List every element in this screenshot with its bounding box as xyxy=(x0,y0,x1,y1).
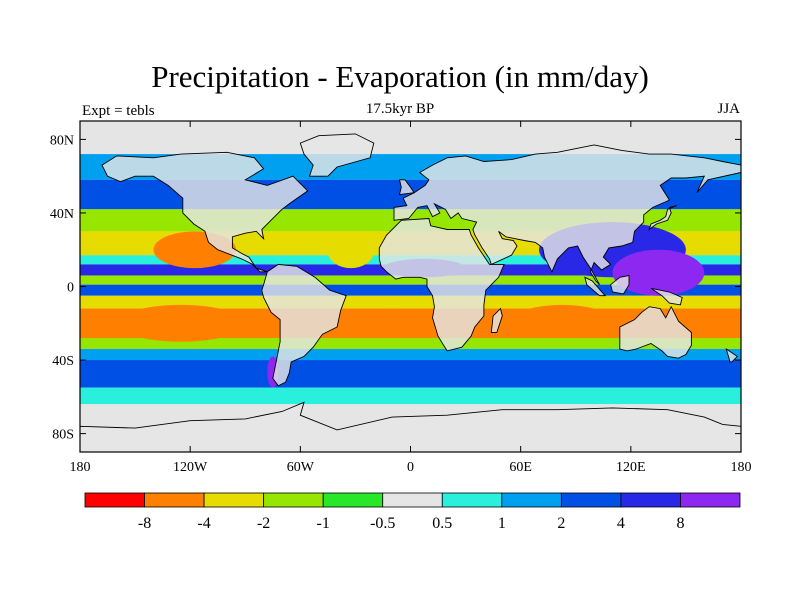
colorbar-swatch xyxy=(560,492,622,508)
colorbar-swatch xyxy=(382,492,443,508)
pe-band-12 xyxy=(80,349,741,361)
pe-feature-1 xyxy=(327,235,374,269)
season-label: JJA xyxy=(717,101,740,117)
colorbar-swatch xyxy=(501,492,562,508)
coastline-north-america xyxy=(101,151,309,273)
pe-feature-6 xyxy=(355,308,429,338)
colorbar-swatch xyxy=(680,492,741,508)
pe-feature-3 xyxy=(612,249,705,296)
land-sumatra xyxy=(584,277,606,296)
land-north-america xyxy=(102,152,308,272)
pe-band-9 xyxy=(80,295,741,309)
coastline-antarctica xyxy=(80,401,741,452)
colorbar-label: -2 xyxy=(257,515,270,532)
coastline-south-america xyxy=(261,263,347,387)
pe-band-8 xyxy=(80,284,741,296)
longitude-axis: 180 120W 60W 0 60E 120E 180 xyxy=(70,121,752,475)
land-overlay xyxy=(80,133,741,452)
colorbar-label: -8 xyxy=(138,515,151,532)
pe-feature-4 xyxy=(116,304,246,342)
colorbar-label: -1 xyxy=(317,515,330,532)
land-madagascar xyxy=(491,308,503,333)
colorbar-swatch xyxy=(322,492,384,508)
map-subtitle: 17.5kyr BP xyxy=(365,101,435,117)
colorbar-label: 0.5 xyxy=(432,515,452,532)
lon-tick-label: 120W xyxy=(173,460,208,475)
coastlines xyxy=(80,133,741,452)
lon-tick-label: 120E xyxy=(616,460,646,475)
map-title: Precipitation - Evaporation (in mm/day) xyxy=(151,59,649,94)
colorbar-label: 8 xyxy=(676,515,684,532)
pe-band-11 xyxy=(80,337,741,350)
coastline-australia xyxy=(619,305,692,359)
lat-tick-label: 80S xyxy=(52,428,74,443)
lon-tick-label: 60W xyxy=(287,460,315,475)
colorbar-label: -4 xyxy=(197,515,210,532)
land-australia xyxy=(619,306,692,359)
colorbar-swatch xyxy=(263,492,324,508)
coastline-africa xyxy=(378,218,505,352)
land-antarctica xyxy=(80,402,741,452)
pe-band-13 xyxy=(80,360,741,388)
lon-tick-label: 180 xyxy=(731,460,752,475)
lat-tick-label: 0 xyxy=(67,281,74,296)
pe-feature-5 xyxy=(511,304,613,338)
land-south-america xyxy=(261,264,347,386)
lat-tick-label: 40S xyxy=(52,354,74,369)
colorbar: -8 -4 -2 -1 -0.5 0.5 1 2 4 8 xyxy=(84,492,741,532)
coastline-greenland xyxy=(299,133,375,177)
land-british-isles xyxy=(399,179,415,195)
coastline-sumatra xyxy=(584,276,607,297)
colorbar-swatch xyxy=(441,492,503,508)
lon-tick-label: 180 xyxy=(70,460,91,475)
lon-tick-label: 60E xyxy=(509,460,532,475)
pe-band-14 xyxy=(80,387,741,405)
coastline-japan xyxy=(648,205,677,231)
colorbar-swatch xyxy=(144,492,205,508)
coastline-new-zealand xyxy=(725,347,739,363)
coastline-madagascar xyxy=(490,307,503,333)
colorbar-label: -0.5 xyxy=(370,515,395,532)
colorbar-label: 1 xyxy=(498,515,506,532)
lon-tick-label: 0 xyxy=(407,460,414,475)
colorbar-swatch xyxy=(84,492,145,508)
colorbar-swatch xyxy=(203,492,265,508)
coastline-borneo xyxy=(610,274,630,295)
land-japan xyxy=(649,205,677,230)
land-eurasia xyxy=(394,144,741,285)
coastline-british-isles xyxy=(398,179,415,196)
land-greenland xyxy=(300,133,374,177)
colorbar-swatch xyxy=(620,492,681,508)
land-borneo xyxy=(610,275,629,294)
colorbar-label: 4 xyxy=(617,515,625,532)
colorbar-label: 2 xyxy=(557,515,565,532)
coastline-new-guinea xyxy=(650,287,683,306)
coastline-eurasia xyxy=(393,144,741,286)
lat-tick-label: 80N xyxy=(50,133,74,148)
land-africa xyxy=(379,218,505,351)
land-new-guinea xyxy=(651,288,683,305)
pe-band-7 xyxy=(80,275,741,285)
experiment-label: Expt = tebls xyxy=(82,103,155,119)
latitude-axis: 80N 40N 0 40S 80S xyxy=(50,133,741,443)
lat-tick-label: 40N xyxy=(50,207,74,222)
